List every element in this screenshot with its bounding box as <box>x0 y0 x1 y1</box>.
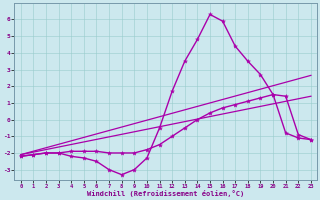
X-axis label: Windchill (Refroidissement éolien,°C): Windchill (Refroidissement éolien,°C) <box>87 190 244 197</box>
